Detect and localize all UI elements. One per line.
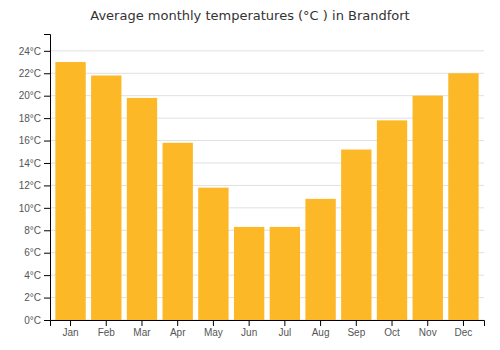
x-tick: Oct: [384, 320, 400, 338]
y-tick: 20°C: [19, 90, 50, 101]
x-tick-label: Nov: [419, 327, 437, 338]
x-tick-label: Oct: [384, 327, 400, 338]
plot: 0°C 2°C 4°C 6°C 8°C 10°C 12°C 14°C 16°C 18°C 20°C 2…: [19, 35, 485, 339]
x-tick-mark: [427, 320, 428, 326]
x-tick-mark: [392, 320, 393, 326]
bars: [55, 62, 478, 320]
y-tick-label: 10°C: [19, 203, 41, 214]
x-tick: Sep: [347, 320, 365, 338]
x-tick: Dec: [455, 320, 473, 338]
grid: [50, 51, 484, 320]
x-tick-label: Dec: [455, 327, 473, 338]
y-tick-label: 12°C: [19, 180, 41, 191]
y-axis-line: [44, 35, 51, 321]
y-tick-mark: [44, 73, 50, 74]
y-tick: 14°C: [19, 158, 50, 169]
x-tick-label: May: [204, 327, 223, 338]
y-tick-label: 20°C: [19, 90, 41, 101]
x-tick-mark: [463, 320, 464, 326]
y-tick: 2°C: [24, 292, 50, 303]
y-tick-label: 16°C: [19, 135, 41, 146]
x-tick: Jan: [62, 320, 78, 338]
y-tick: 10°C: [19, 203, 50, 214]
y-tick: 16°C: [19, 135, 50, 146]
x-tick-label: Jan: [62, 327, 78, 338]
x-tick: Jun: [241, 320, 257, 338]
bar: [448, 73, 478, 320]
y-tick-mark: [44, 185, 50, 186]
bar: [91, 75, 121, 320]
grid-line: [50, 50, 484, 51]
y-tick-label: 24°C: [19, 46, 41, 57]
y-tick-mark: [44, 298, 50, 299]
bar: [55, 62, 85, 320]
x-axis-line: [51, 321, 485, 327]
bar: [341, 150, 371, 320]
x-tick: Feb: [98, 320, 116, 338]
bar: [270, 227, 300, 320]
y-tick: 6°C: [24, 247, 50, 258]
y-tick: 22°C: [19, 68, 50, 79]
y-tick-label: 22°C: [19, 68, 41, 79]
x-tick-label: Apr: [170, 327, 186, 338]
x-tick-mark: [141, 320, 142, 326]
y-tick: 0°C: [24, 315, 50, 326]
y-tick-label: 8°C: [24, 225, 41, 236]
x-tick-label: Jun: [241, 327, 257, 338]
y-tick: 8°C: [24, 225, 50, 236]
x-tick: Nov: [419, 320, 437, 338]
x-tick-mark: [70, 320, 71, 326]
y-tick-mark: [44, 230, 50, 231]
bar: [305, 199, 335, 320]
x-tick: Mar: [133, 320, 151, 338]
x-tick-label: Feb: [98, 327, 116, 338]
bar: [198, 188, 228, 320]
y-tick-label: 0°C: [24, 315, 41, 326]
y-tick-mark: [44, 208, 50, 209]
y-tick-label: 18°C: [19, 113, 41, 124]
y-tick-mark: [44, 320, 50, 321]
x-tick-label: Sep: [347, 327, 365, 338]
bar: [234, 227, 264, 320]
y-tick-mark: [44, 51, 50, 52]
x-tick: May: [204, 320, 223, 338]
y-tick-mark: [44, 163, 50, 164]
x-axis: Jan Feb Mar Apr May Jun Jul Aug Sep Oct Nov Dec: [51, 320, 485, 338]
y-tick-label: 2°C: [24, 292, 41, 303]
bar: [127, 98, 157, 320]
y-tick-mark: [44, 118, 50, 119]
x-tick-mark: [320, 320, 321, 326]
x-tick-mark: [356, 320, 357, 326]
x-tick: Apr: [170, 320, 186, 338]
chart: 0°C 2°C 4°C 6°C 8°C 10°C 12°C 14°C 16°C 18°C 20°C 2…: [0, 0, 500, 350]
y-tick-mark: [44, 141, 50, 142]
x-tick: Jul: [278, 320, 291, 338]
bar: [163, 143, 193, 320]
x-tick-mark: [177, 320, 178, 326]
y-tick-label: 6°C: [24, 247, 41, 258]
y-tick: 12°C: [19, 180, 50, 191]
y-tick: 18°C: [19, 113, 50, 124]
grid-line: [50, 73, 484, 74]
y-tick: 4°C: [24, 270, 50, 281]
x-tick-mark: [284, 320, 285, 326]
bar: [413, 96, 443, 320]
y-tick-label: 4°C: [24, 270, 41, 281]
x-tick-mark: [249, 320, 250, 326]
y-tick-mark: [44, 96, 50, 97]
y-tick-mark: [44, 275, 50, 276]
title: Average monthly temperatures (°C ) in Br…: [90, 8, 409, 23]
y-axis: 0°C 2°C 4°C 6°C 8°C 10°C 12°C 14°C 16°C 18°C 20°C 2…: [19, 35, 51, 326]
x-tick-label: Aug: [312, 327, 330, 338]
bar: [377, 120, 407, 320]
x-tick-label: Mar: [133, 327, 151, 338]
x-tick-mark: [213, 320, 214, 326]
x-tick-label: Jul: [278, 327, 291, 338]
y-tick: 24°C: [19, 46, 50, 57]
y-tick-mark: [44, 253, 50, 254]
x-tick-mark: [106, 320, 107, 326]
x-tick: Aug: [312, 320, 330, 338]
y-tick-label: 14°C: [19, 158, 41, 169]
